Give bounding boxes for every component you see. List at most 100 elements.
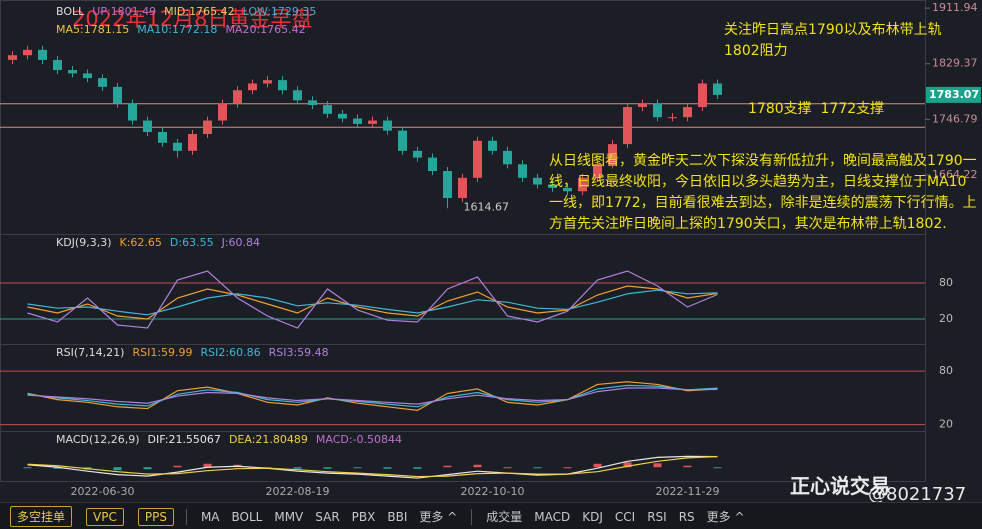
candle-body: [578, 177, 587, 192]
chart: 1911.94 1829.37 1746.79 1664.22 2022-06-30 20…: [0, 0, 981, 498]
candle-body: [203, 120, 212, 135]
separator: [471, 508, 473, 525]
toolbar-item[interactable]: MACD: [534, 509, 571, 524]
candle-body: [473, 140, 482, 178]
toolbar-item[interactable]: CCI: [614, 509, 636, 524]
macd-bar: [473, 464, 482, 468]
toolbar-item[interactable]: RSI: [647, 509, 667, 524]
candle-body: [413, 150, 422, 158]
candle-body: [683, 107, 692, 118]
toolbar-item[interactable]: MMV: [274, 509, 304, 524]
candle-body: [233, 90, 242, 104]
toolbar-button[interactable]: 多空挂单: [10, 506, 73, 527]
candle-body: [608, 144, 617, 165]
macd-bar: [293, 467, 302, 469]
legend-entry: DIF:21.55067: [148, 433, 221, 446]
toolbar-item[interactable]: BOLL: [231, 509, 263, 524]
panel-frame: [0, 234, 926, 345]
y-tick-label: 1829.37: [932, 57, 978, 70]
y-tick-label: 1664.22: [932, 168, 978, 181]
candle-body: [308, 100, 317, 106]
candle-body: [8, 55, 17, 60]
candle-body: [293, 90, 302, 101]
legend-entry: MACD:-0.50844: [316, 433, 402, 446]
macd-bar: [503, 467, 512, 469]
candle-body: [83, 73, 92, 79]
y-tick-label: 1746.79: [932, 112, 978, 125]
legend-entry: LOW:1729.35: [243, 5, 317, 18]
legend-entry: D:63.55: [170, 236, 214, 249]
indicator-line: [27, 289, 718, 316]
candle-body: [353, 118, 362, 124]
price-tag-label: 1783.07: [929, 88, 979, 101]
indicator-line: [27, 381, 718, 411]
toolbar-item[interactable]: 更多 ^: [419, 510, 458, 524]
candle-body: [488, 140, 497, 151]
candle-body: [323, 105, 332, 114]
toolbar-item[interactable]: BBI: [387, 509, 408, 524]
macd-bar: [383, 467, 392, 469]
toolbar-item[interactable]: MA: [200, 509, 220, 524]
toolbar-item[interactable]: KDJ: [582, 509, 603, 524]
macd-bar: [53, 467, 62, 469]
low-label: 1614.67: [464, 200, 510, 213]
legend-entry: K:62.65: [120, 236, 162, 249]
legend-entry: MACD(12,26,9): [56, 433, 140, 446]
support-note: 1780支撑 1772支撑: [748, 101, 885, 117]
macd-bar: [413, 467, 422, 469]
candle-body: [653, 103, 662, 118]
candle-body: [698, 83, 707, 108]
resistance-note: 关注昨日高点1790以及布林带上轨1802阻力: [724, 22, 942, 59]
toolbar-item[interactable]: RS: [678, 509, 695, 524]
candle-body: [53, 59, 62, 71]
macd-bar: [113, 467, 122, 471]
candle-body: [158, 131, 167, 143]
y-tick-label: 20: [939, 312, 953, 325]
macd-bar: [23, 467, 32, 469]
indicator-line: [27, 285, 718, 320]
candle-body: [248, 83, 257, 91]
panel-frame: [0, 431, 926, 482]
toolbar-button[interactable]: VPC: [86, 507, 124, 526]
candle-body: [173, 142, 182, 151]
macd-bar: [323, 467, 332, 469]
chart-title: 2022年12月8日黄金早盘: [72, 7, 313, 31]
indicator-line: [27, 455, 718, 478]
candle-body: [143, 120, 152, 132]
indicator-line: [27, 384, 718, 408]
toolbar-item[interactable]: SAR: [315, 509, 340, 524]
legend-entry: KDJ(9,3,3): [56, 236, 112, 249]
toolbar-item[interactable]: PBX: [351, 509, 376, 524]
candle-body: [668, 117, 677, 119]
macd-bar: [713, 467, 722, 469]
macd-bar: [533, 467, 542, 469]
candle-body: [503, 150, 512, 165]
macd-bar: [563, 467, 572, 469]
candle-body: [98, 78, 107, 87]
candle-body: [518, 164, 527, 178]
toolbar-button[interactable]: PPS: [137, 507, 174, 526]
candle-body: [398, 130, 407, 151]
legend-entry: J:60.84: [221, 236, 260, 249]
macd-bar: [353, 467, 362, 469]
candle-body: [113, 86, 122, 104]
toolbar-item[interactable]: 成交量: [486, 510, 523, 524]
watermark-id: @8021737: [868, 484, 967, 505]
macd-bar: [443, 465, 452, 468]
candle-body: [638, 103, 647, 108]
x-tick-label: 2022-06-30: [71, 485, 135, 498]
candle-body: [218, 103, 227, 121]
macd-bar: [653, 463, 662, 468]
candle-body: [443, 171, 452, 198]
candle-body: [623, 107, 632, 145]
macd-bar: [623, 462, 632, 468]
analysis-note: 从日线图看，黄金昨天二次下探没有新低拉升，晚间最高触及1790一线，日线最终收阳…: [549, 153, 977, 232]
toolbar-item[interactable]: 更多 ^: [706, 510, 745, 524]
watermark-name: 正心说交易: [790, 474, 890, 498]
candle-body: [593, 164, 602, 178]
legend-entry: MA10:1772.18: [137, 23, 217, 36]
legend-entry: UP:1801.49: [92, 5, 156, 18]
candle-body: [128, 103, 137, 121]
candle-body: [38, 49, 47, 60]
